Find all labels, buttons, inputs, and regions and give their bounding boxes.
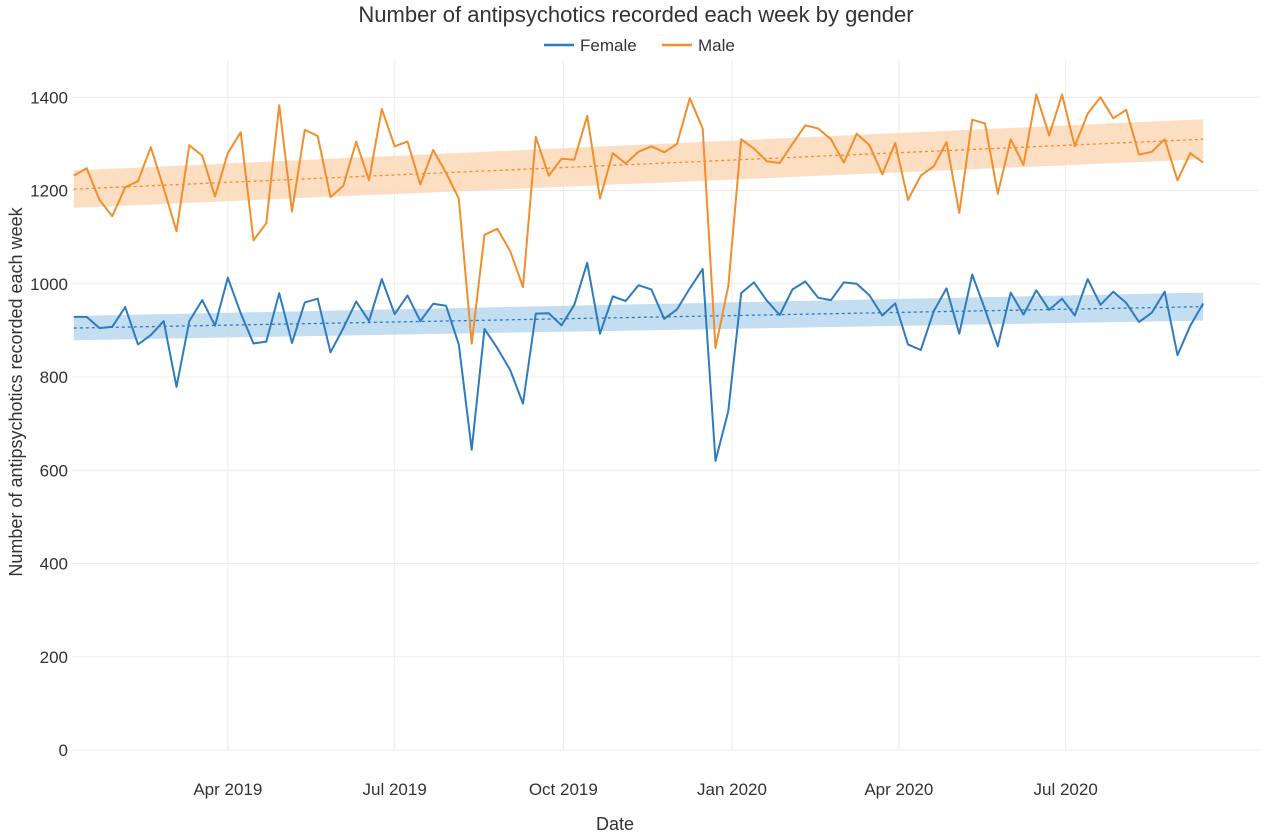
x-tick-label: Apr 2019 bbox=[193, 780, 262, 799]
y-tick-labels: 0 200 400 600 800 1000 1200 1400 bbox=[30, 88, 68, 760]
female-trend-line bbox=[73, 305, 1204, 329]
series-lines bbox=[73, 93, 1205, 462]
x-tick-label: Jul 2019 bbox=[363, 780, 427, 799]
x-tick-label: Oct 2019 bbox=[529, 780, 598, 799]
y-tick-label: 400 bbox=[40, 555, 68, 574]
female-trend-band bbox=[73, 292, 1204, 341]
y-tick-label: 800 bbox=[40, 368, 68, 387]
x-tick-label: Jul 2020 bbox=[1034, 780, 1098, 799]
y-tick-label: 0 bbox=[59, 741, 68, 760]
y-tick-label: 1400 bbox=[30, 88, 68, 107]
male-series-line bbox=[73, 93, 1204, 350]
x-tick-label: Apr 2020 bbox=[864, 780, 933, 799]
x-axis-title: Date bbox=[596, 814, 634, 834]
y-tick-label: 600 bbox=[40, 461, 68, 480]
y-tick-label: 1000 bbox=[30, 275, 68, 294]
chart-title: Number of antipsychotics recorded each w… bbox=[358, 2, 913, 27]
y-tick-label: 1200 bbox=[30, 182, 68, 201]
male-trend-band bbox=[73, 119, 1204, 208]
x-tick-label: Jan 2020 bbox=[697, 780, 767, 799]
trend-bands bbox=[73, 119, 1204, 341]
female-series-line bbox=[73, 261, 1205, 462]
y-axis-title: Number of antipsychotics recorded each w… bbox=[6, 206, 26, 576]
legend-male-label: Male bbox=[698, 36, 735, 55]
legend: Female Male bbox=[544, 36, 735, 55]
y-tick-label: 200 bbox=[40, 648, 68, 667]
x-tick-labels: Apr 2019 Jul 2019 Oct 2019 Jan 2020 Apr 2020… bbox=[193, 780, 1097, 799]
legend-female-label: Female bbox=[580, 36, 637, 55]
